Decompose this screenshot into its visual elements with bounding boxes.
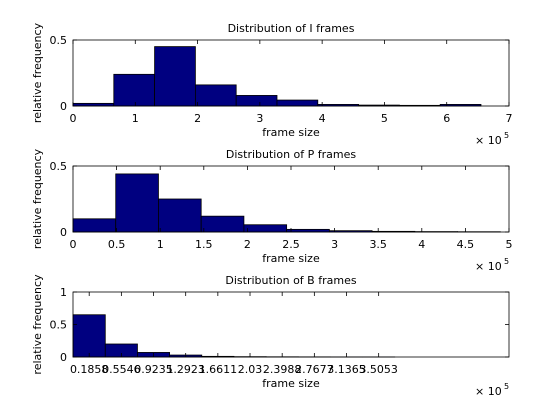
histogram-bar [113,73,155,107]
histogram-bar [72,218,117,233]
histogram-bar [115,173,159,233]
histogram-bar [200,215,245,233]
x-tick-label: 3 [256,112,263,125]
subplot-2: 0 0.5 1 1.5 2 2.5 3 3.5 4 4.5 5 0 0.5 Distribution of… [31,148,513,273]
x-axis-label: frame size [262,377,320,390]
x-tick-label: 5 [381,112,388,125]
x-tick-label: 4.5 [457,238,475,251]
x-tick-label: 0.1858 [70,363,109,376]
x-axis-multiplier: × 10 [475,385,502,398]
x-tick-label: 0.5546 [102,363,141,376]
histogram-bar [158,198,202,233]
histogram-bar [235,95,278,107]
y-tick-label: 1 [60,286,67,299]
y-tick-label: 0.5 [50,34,68,47]
x-tick-label: 0.9235 [134,363,173,376]
histogram-bar [154,46,196,107]
y-tick-label: 0.5 [50,319,68,332]
y-axis-label: relative frequency [31,22,44,123]
y-axis-label: relative frequency [31,274,44,375]
histogram-bar [243,224,288,233]
x-axis-multiplier: × 10 [475,260,502,273]
histogram-bar [276,99,319,107]
x-tick-label: 2.03 [238,363,263,376]
x-tick-label: 3.1365 [327,363,366,376]
subplot-title: Distribution of I frames [228,22,355,35]
subplot-title: Distribution of B frames [225,274,356,287]
y-tick-label: 0 [60,100,67,113]
subplot-title: Distribution of P frames [226,148,357,161]
x-axis-multiplier-exponent: 5 [504,257,509,266]
histogram-bar [194,84,237,107]
x-tick-label: 2.7677 [295,363,334,376]
x-tick-label: 1.2923 [166,363,205,376]
y-tick-label: 0 [60,351,67,364]
x-axis-multiplier-exponent: 5 [504,131,509,140]
x-tick-label: 1 [132,112,139,125]
y-tick-label: 0.5 [50,160,68,173]
x-tick-label: 1.5 [195,238,213,251]
x-tick-label: 5 [506,238,513,251]
x-axis-multiplier-exponent: 5 [504,382,509,391]
y-tick-label: 0 [60,226,67,239]
y-axis-label: relative frequency [31,148,44,249]
plot-area [73,292,509,357]
x-tick-label: 1.6611 [199,363,238,376]
x-tick-label: 0 [70,238,77,251]
x-tick-label: 3.5053 [359,363,398,376]
x-tick-label: 3 [331,238,338,251]
x-tick-label: 3.5 [369,238,387,251]
x-tick-label: 2.5 [282,238,300,251]
x-tick-label: 0 [70,112,77,125]
x-tick-label: 4 [319,112,326,125]
histogram-bar [72,314,106,358]
x-tick-label: 0.5 [108,238,126,251]
x-tick-label: 2 [194,112,201,125]
x-axis-label: frame size [262,252,320,265]
axes-frame [72,39,510,107]
x-tick-label: 2.3988 [263,363,302,376]
subplot-1: 0 1 2 3 4 5 6 7 0 0.5 Distribution of I frames fram… [31,22,513,147]
x-tick-label: 2 [244,238,251,251]
x-axis-label: frame size [262,126,320,139]
x-tick-label: 1 [157,238,164,251]
x-tick-label: 6 [443,112,450,125]
x-tick-label: 7 [506,112,513,125]
x-axis-multiplier: × 10 [475,134,502,147]
x-tick-label: 4 [418,238,425,251]
